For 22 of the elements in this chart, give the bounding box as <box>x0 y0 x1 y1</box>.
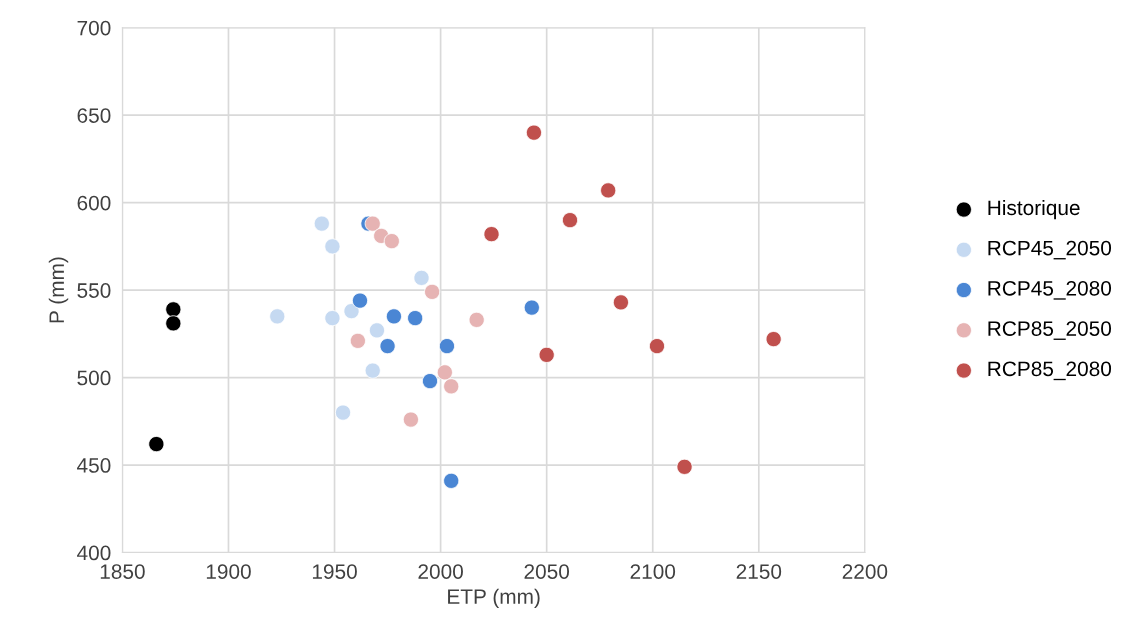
legend-label: RCP85_2050 <box>988 321 1112 340</box>
x-tick-label: 2200 <box>842 564 888 579</box>
y-tick-label: 650 <box>77 108 111 123</box>
x-tick-label: 2150 <box>736 564 782 579</box>
y-tick-label: 550 <box>77 283 111 298</box>
x-tick-label: 2100 <box>630 564 676 579</box>
legend-label: Historique <box>988 199 1080 220</box>
x-tick-label: 1850 <box>100 564 145 579</box>
legend-label: RCP85_2080 <box>988 361 1112 381</box>
legend-label: RCP45_2080 <box>988 280 1112 300</box>
x-axis-title: ETP (mm) <box>448 588 540 609</box>
legend-label: RCP45_2050 <box>988 240 1112 260</box>
y-tick-label: 700 <box>77 20 111 36</box>
x-tick-label: 2000 <box>418 564 463 579</box>
y-tick-label: 450 <box>77 458 111 473</box>
y-tick-label: 500 <box>77 370 111 386</box>
y-axis-title: P (mm) <box>48 257 69 323</box>
x-tick-label: 1950 <box>312 564 357 579</box>
y-tick-label: 600 <box>77 195 111 211</box>
y-tick-label: 400 <box>77 545 111 561</box>
x-tick-label: 1900 <box>206 564 251 579</box>
x-tick-label: 2050 <box>524 564 570 579</box>
